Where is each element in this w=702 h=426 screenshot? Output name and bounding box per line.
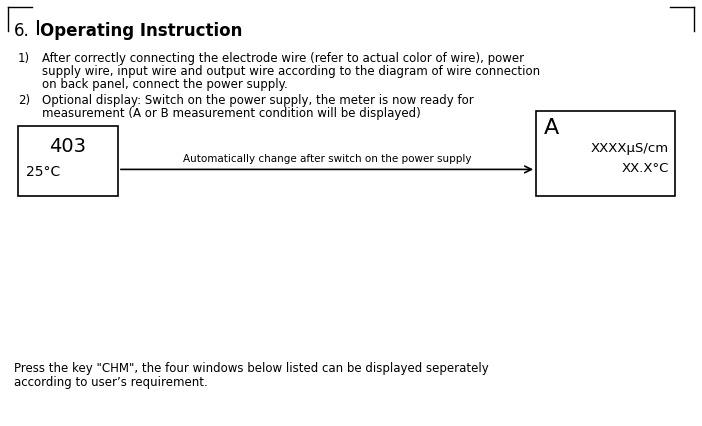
Text: according to user’s requirement.: according to user’s requirement. <box>14 375 208 388</box>
Text: 25°C: 25°C <box>26 164 60 178</box>
Text: 1): 1) <box>18 52 30 65</box>
Text: supply wire, input wire and output wire according to the diagram of wire connect: supply wire, input wire and output wire … <box>42 65 540 78</box>
Text: XXXXμS/cm: XXXXμS/cm <box>591 142 669 155</box>
Bar <box>18 127 118 196</box>
Text: Optional display: Switch on the power supply, the meter is now ready for: Optional display: Switch on the power su… <box>42 94 474 107</box>
Text: After correctly connecting the electrode wire (refer to actual color of wire), p: After correctly connecting the electrode… <box>42 52 524 65</box>
Text: 6.: 6. <box>14 22 29 40</box>
Text: measurement (A or B measurement condition will be displayed): measurement (A or B measurement conditio… <box>42 107 420 120</box>
Text: on back panel, connect the power supply.: on back panel, connect the power supply. <box>42 78 288 91</box>
Text: Automatically change after switch on the power supply: Automatically change after switch on the… <box>183 154 471 164</box>
Text: 2): 2) <box>18 94 30 107</box>
Text: Press the key "CHM", the four windows below listed can be displayed seperately: Press the key "CHM", the four windows be… <box>14 361 489 374</box>
Text: A: A <box>544 118 559 138</box>
Text: XX.X°C: XX.X°C <box>622 161 669 175</box>
Text: Operating Instruction: Operating Instruction <box>40 22 242 40</box>
Bar <box>536 112 675 196</box>
Text: 403: 403 <box>50 137 86 155</box>
